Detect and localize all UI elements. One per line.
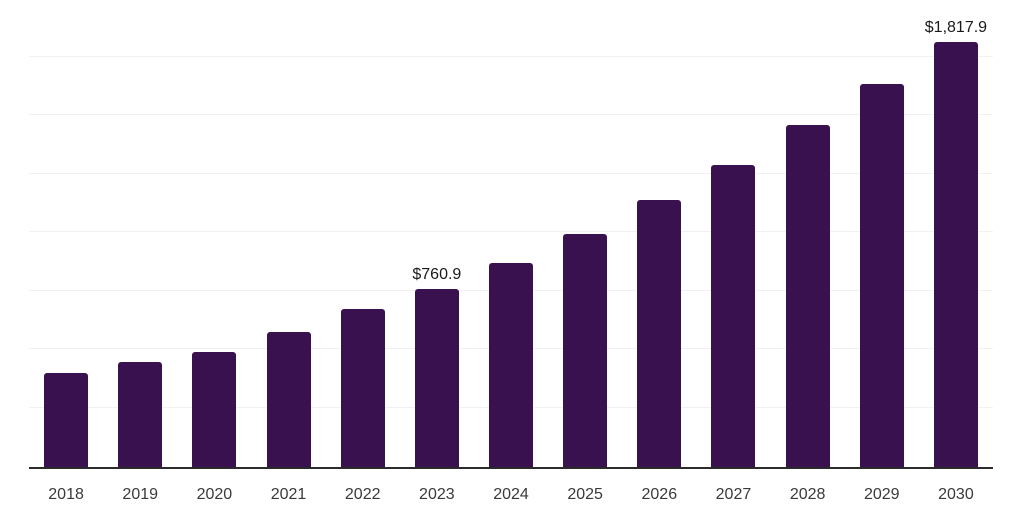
bar-2025 xyxy=(563,233,608,467)
x-tick-label-2029: 2029 xyxy=(863,486,900,503)
plot-area: $760.9 $1,817.9 xyxy=(29,0,993,469)
x-tick-label-2028: 2028 xyxy=(789,486,826,503)
x-axis-labels: 2018 2019 2020 2021 2022 2023 2024 2025 2026 2027… xyxy=(29,486,993,506)
x-tick-label-2021: 2021 xyxy=(270,486,307,503)
bar-2026 xyxy=(637,199,682,467)
bar-2020 xyxy=(192,351,237,467)
bar-2018 xyxy=(44,372,89,467)
gridline-1000 xyxy=(29,231,993,232)
x-tick-label-2027: 2027 xyxy=(715,486,752,503)
bar-2029 xyxy=(859,83,904,467)
x-tick-label-2020: 2020 xyxy=(196,486,233,503)
x-tick-label-2018: 2018 xyxy=(48,486,84,503)
bar-2021 xyxy=(266,331,311,467)
gridline-1750 xyxy=(29,55,993,57)
bar-2028 xyxy=(785,124,830,467)
x-tick-label-2022: 2022 xyxy=(344,486,381,503)
bar-2019 xyxy=(118,361,163,467)
x-tick-label-2024: 2024 xyxy=(493,486,529,503)
gridline-1250 xyxy=(29,172,993,174)
gridline-1500 xyxy=(29,114,993,115)
x-tick-label-2023: 2023 xyxy=(419,486,455,503)
x-tick-label-2019: 2019 xyxy=(122,486,159,503)
bar-2030 xyxy=(933,41,978,467)
x-tick-label-2026: 2026 xyxy=(641,486,678,503)
bar-2024 xyxy=(489,262,533,467)
bar-2023 xyxy=(414,288,459,467)
x-tick-label-2025: 2025 xyxy=(567,486,603,503)
bar-value-label-2023: $760.9 xyxy=(412,265,462,283)
bar-value-label-2030: $1,817.9 xyxy=(924,18,988,36)
x-tick-label-2030: 2030 xyxy=(938,486,974,503)
bar-2027 xyxy=(711,164,756,467)
bar-2022 xyxy=(340,309,385,467)
